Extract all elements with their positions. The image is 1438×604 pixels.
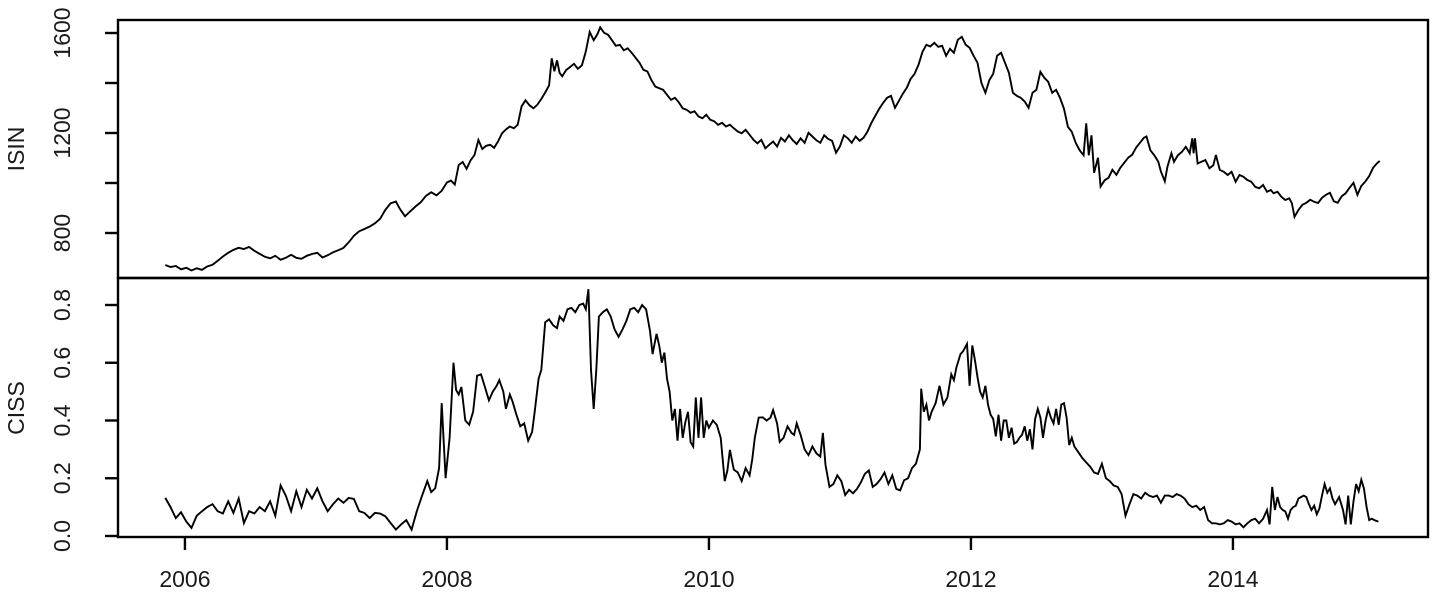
x-tick-label: 2012	[945, 566, 996, 592]
isin-series-line	[164, 25, 1381, 272]
ciss-y-tick-label: 0.6	[49, 347, 75, 379]
x-tick-label: 2006	[159, 566, 210, 592]
isin-axis-title: ISIN	[3, 127, 29, 172]
isin-panel-frame	[116, 18, 1430, 280]
ciss-series-line	[164, 288, 1379, 533]
x-tick-label: 2010	[683, 566, 734, 592]
x-tick-label: 2014	[1207, 566, 1258, 592]
ciss-y-tick-label: 0.0	[49, 520, 75, 552]
isin-y-tick-label: 800	[49, 214, 75, 252]
isin-y-tick-label: 1200	[49, 107, 75, 158]
ciss-y-tick-label: 0.2	[49, 462, 75, 494]
axes-and-series: 800 1200 1600 0.0 0.2 0.4 0.6 0.8 2006 2008 2010 20…	[49, 7, 1381, 592]
ciss-axis-title: CISS	[3, 381, 29, 435]
ciss-y-tick-label: 0.4	[49, 404, 75, 436]
isin-y-tick-label: 1600	[49, 7, 75, 58]
ciss-y-tick-label: 0.8	[49, 289, 75, 321]
x-tick-label: 2008	[421, 566, 472, 592]
ciss-panel-frame	[116, 276, 1430, 539]
